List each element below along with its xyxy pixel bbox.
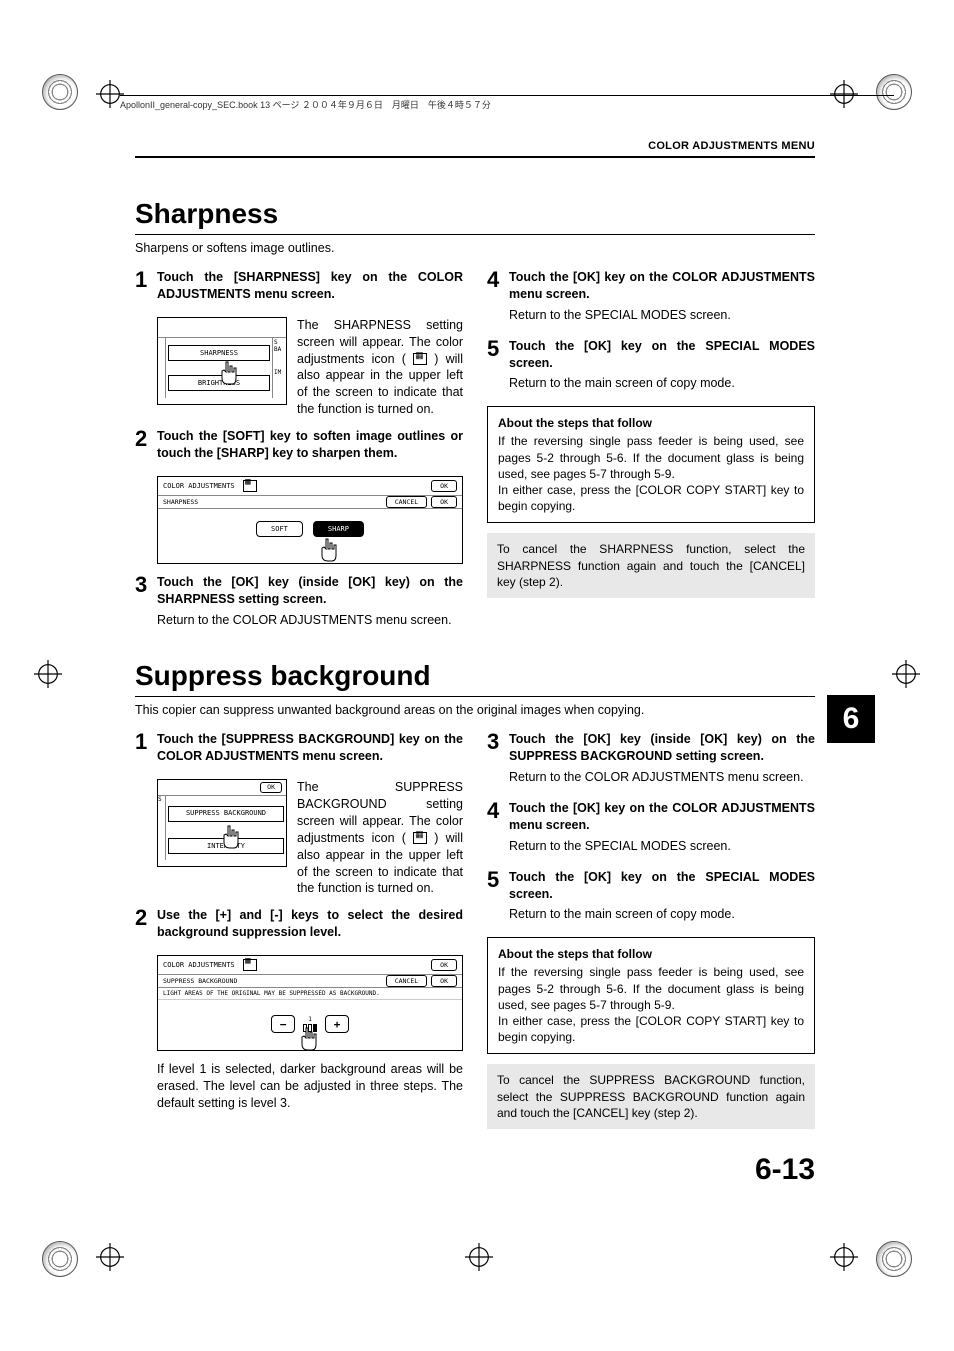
section-title-suppress: Suppress background <box>135 660 815 692</box>
running-head: COLOR ADJUSTMENTS MENU <box>135 140 815 158</box>
step-description: Return to the main screen of copy mode. <box>509 375 815 392</box>
hand-cursor-icon <box>298 1026 318 1052</box>
color-adjust-icon <box>413 832 427 844</box>
crop-mark-icon <box>42 1241 78 1277</box>
step-number: 2 <box>135 907 157 945</box>
step-number: 2 <box>135 428 157 466</box>
step-number: 1 <box>135 269 157 307</box>
step-description: Return to the SPECIAL MODES screen. <box>509 838 815 855</box>
step-text: Touch the [SUPPRESS BACKGROUND] key on t… <box>157 731 463 765</box>
color-adjust-icon <box>413 353 427 365</box>
step-description: The SHARPNESS setting screen will appear… <box>297 317 463 418</box>
step-description: Return to the main screen of copy mode. <box>509 906 815 923</box>
step-text: Touch the [OK] key (inside [OK] key) on … <box>509 731 815 765</box>
step-number: 3 <box>135 574 157 633</box>
color-adjust-icon <box>243 480 257 492</box>
step-number: 5 <box>487 338 509 397</box>
registration-mark-icon <box>465 1243 493 1271</box>
step-description: Return to the COLOR ADJUSTMENTS menu scr… <box>157 612 463 629</box>
step-text: Touch the [OK] key on the COLOR ADJUSTME… <box>509 269 815 303</box>
step-text: Touch the [OK] key on the COLOR ADJUSTME… <box>509 800 815 834</box>
step-text: Touch the [OK] key (inside [OK] key) on … <box>157 574 463 608</box>
hand-cursor-icon <box>220 824 240 850</box>
figure-sharpness-menu: SHARPNESS S BA BRIGHTNESS IM <box>157 317 287 405</box>
registration-mark-icon <box>830 1243 858 1271</box>
step-text: Touch the [SHARPNESS] key on the COLOR A… <box>157 269 463 303</box>
section-title-sharpness: Sharpness <box>135 198 815 230</box>
book-header-line: ApollonII_general-copy_SEC.book 13 ページ ２… <box>120 95 894 111</box>
page-number: 6-13 <box>755 1153 815 1187</box>
figure-suppress-menu: OK S SUPPRESS BACKGROUND INTENSITY <box>157 779 287 867</box>
crop-mark-icon <box>876 1241 912 1277</box>
note-box: About the steps that follow If the rever… <box>487 937 815 1054</box>
color-adjust-icon <box>243 959 257 971</box>
step-number: 1 <box>135 731 157 769</box>
note-box: About the steps that follow If the rever… <box>487 406 815 523</box>
minus-button: − <box>271 1015 295 1033</box>
step-text: Touch the [OK] key on the SPECIAL MODES … <box>509 338 815 372</box>
hand-cursor-icon <box>318 537 338 563</box>
chapter-tab: 6 <box>827 695 875 743</box>
step-description: If level 1 is selected, darker backgroun… <box>157 1061 463 1112</box>
step-text: Use the [+] and [-] keys to select the d… <box>157 907 463 941</box>
step-number: 4 <box>487 800 509 859</box>
figure-suppress-setting: COLOR ADJUSTMENTS OK SUPPRESS BACKGROUND… <box>157 955 463 1051</box>
cancel-note: To cancel the SUPPRESS BACKGROUND functi… <box>487 1064 815 1129</box>
step-number: 5 <box>487 869 509 928</box>
hand-cursor-icon <box>218 360 238 386</box>
crop-mark-icon <box>42 74 78 110</box>
registration-mark-icon <box>892 660 920 688</box>
sharpness-intro: Sharpens or softens image outlines. <box>135 241 815 255</box>
suppress-intro: This copier can suppress unwanted backgr… <box>135 703 815 717</box>
step-text: Touch the [SOFT] key to soften image out… <box>157 428 463 462</box>
step-description: Return to the SPECIAL MODES screen. <box>509 307 815 324</box>
step-text: Touch the [OK] key on the SPECIAL MODES … <box>509 869 815 903</box>
registration-mark-icon <box>34 660 62 688</box>
plus-button: + <box>325 1015 349 1033</box>
step-number: 3 <box>487 731 509 790</box>
figure-sharpness-setting: COLOR ADJUSTMENTS OK SHARPNESS CANCELOK … <box>157 476 463 564</box>
cancel-note: To cancel the SHARPNESS function, select… <box>487 533 815 598</box>
step-description: Return to the COLOR ADJUSTMENTS menu scr… <box>509 769 815 786</box>
step-number: 4 <box>487 269 509 328</box>
step-description: The SUPPRESS BACKGROUND setting screen w… <box>297 779 463 897</box>
registration-mark-icon <box>96 1243 124 1271</box>
